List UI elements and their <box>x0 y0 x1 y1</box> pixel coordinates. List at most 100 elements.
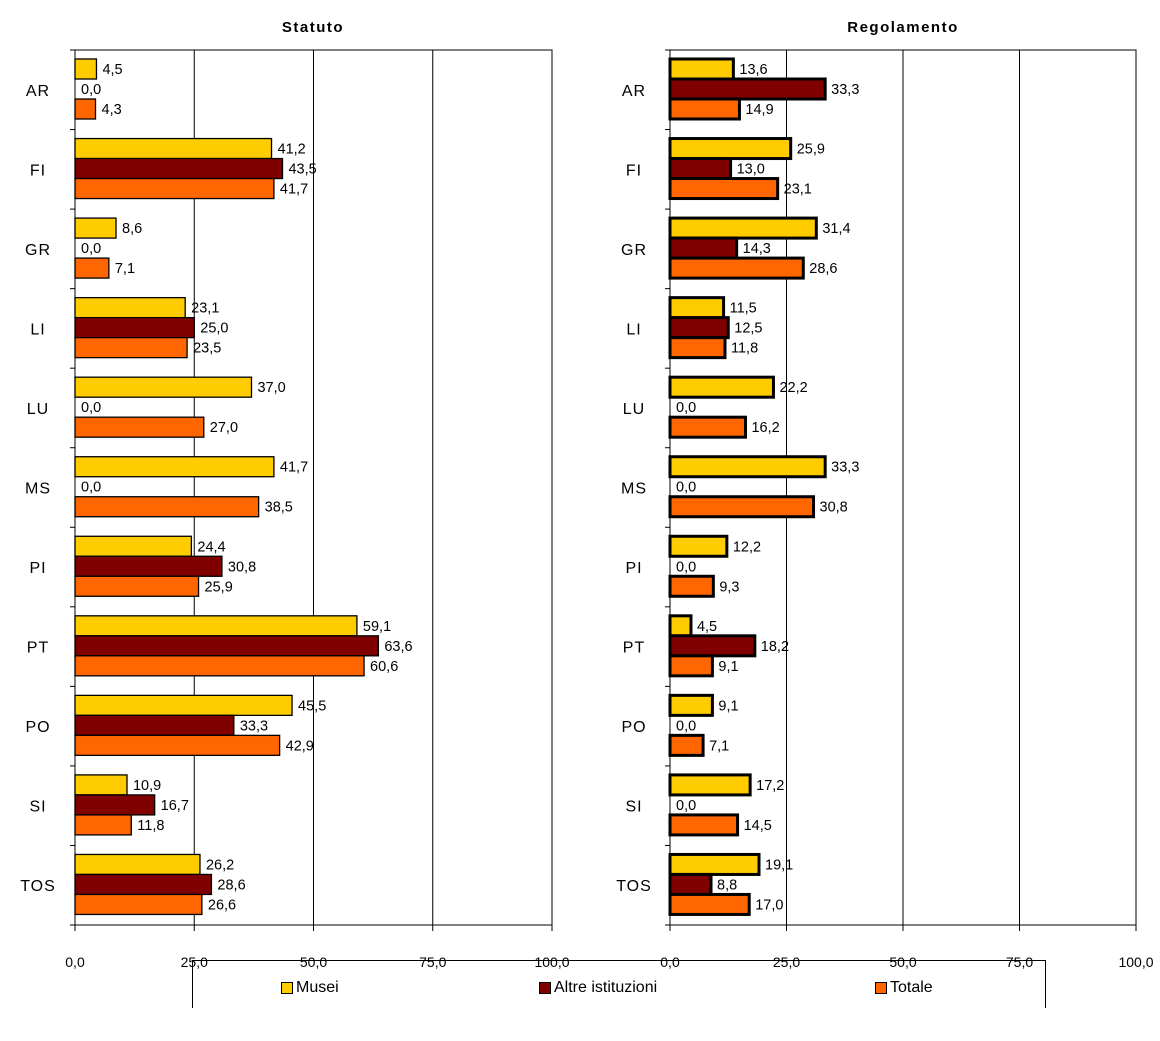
bar-altre-istituzioni <box>74 794 156 816</box>
data-label-altre-istituzioni: 0,0 <box>81 82 101 98</box>
data-label-totale: 17,0 <box>755 897 783 913</box>
data-label-totale: 28,6 <box>809 261 837 277</box>
bar-totale <box>668 336 727 360</box>
category-label-lu: LU <box>27 401 49 418</box>
legend-label-altre-istituzioni: Altre istituzioni <box>554 979 658 996</box>
data-label-totale: 25,9 <box>205 579 233 595</box>
legend-swatch-musei <box>281 982 293 994</box>
bar-musei <box>74 694 293 717</box>
category-label-li: LI <box>30 321 45 338</box>
data-label-totale: 9,1 <box>718 659 738 675</box>
data-label-musei: 23,1 <box>191 301 219 317</box>
data-label-musei: 31,4 <box>822 221 850 237</box>
bar-totale <box>74 893 203 916</box>
bar-musei <box>668 216 818 240</box>
data-label-musei: 11,5 <box>730 301 757 317</box>
data-label-altre-istituzioni: 0,0 <box>676 798 696 814</box>
data-label-totale: 14,5 <box>744 818 772 834</box>
bar-musei <box>74 58 98 80</box>
chart-title-regolamento: Regolamento <box>847 19 959 36</box>
bar-musei <box>668 614 693 638</box>
data-label-totale: 41,7 <box>280 182 308 198</box>
legend-label-musei: Musei <box>296 979 339 996</box>
data-label-altre-istituzioni: 16,7 <box>161 798 189 814</box>
data-label-altre-istituzioni: 0,0 <box>676 400 696 416</box>
data-label-altre-istituzioni: 28,6 <box>217 877 245 893</box>
category-label-ms: MS <box>621 481 647 498</box>
category-label-si: SI <box>29 799 46 816</box>
data-label-altre-istituzioni: 0,0 <box>81 400 101 416</box>
data-label-totale: 23,1 <box>784 182 812 198</box>
bar-musei <box>74 296 186 319</box>
bar-totale <box>668 654 714 678</box>
x-tick-label: 75,0 <box>419 954 446 970</box>
x-tick-label: 100,0 <box>534 954 569 970</box>
category-label-pi: PI <box>29 560 46 577</box>
data-label-altre-istituzioni: 0,0 <box>676 559 696 575</box>
x-tick-label: 50,0 <box>889 954 916 970</box>
data-label-altre-istituzioni: 13,0 <box>737 162 765 178</box>
bar-musei <box>74 535 193 557</box>
data-label-totale: 30,8 <box>820 500 848 516</box>
category-label-gr: GR <box>25 242 51 259</box>
x-tick-label: 0,0 <box>660 954 680 970</box>
bar-musei <box>74 217 117 239</box>
bar-musei <box>668 57 735 81</box>
category-label-gr: GR <box>621 242 647 259</box>
bar-totale <box>74 416 205 438</box>
bar-totale <box>74 336 188 359</box>
bar-totale <box>668 495 816 519</box>
bar-musei <box>668 534 729 558</box>
data-label-totale: 11,8 <box>137 818 164 834</box>
bar-totale <box>74 734 281 757</box>
category-label-pt: PT <box>27 640 49 657</box>
bar-totale <box>668 892 751 916</box>
data-label-totale: 27,0 <box>210 420 238 436</box>
bar-musei <box>668 375 775 399</box>
data-label-altre-istituzioni: 0,0 <box>676 480 696 496</box>
bar-musei <box>668 693 714 717</box>
legend-item-totale: Totale <box>875 979 933 997</box>
bar-musei <box>668 773 752 797</box>
legend-swatch-altre-istituzioni <box>539 982 551 994</box>
bar-totale <box>668 574 715 598</box>
data-label-totale: 42,9 <box>286 738 314 754</box>
bar-totale <box>668 813 740 837</box>
data-label-totale: 7,1 <box>115 261 135 277</box>
category-label-tos: TOS <box>616 878 652 895</box>
bar-totale <box>74 496 260 518</box>
bar-totale <box>668 97 741 121</box>
category-label-si: SI <box>625 799 642 816</box>
bar-musei <box>74 615 358 637</box>
bar-musei <box>668 852 761 876</box>
data-label-totale: 60,6 <box>370 659 398 675</box>
category-label-tos: TOS <box>20 878 56 895</box>
panel-regolamento: 0,0 25,0 50,0 75,0 100,0 AR 13,6 33,3 14,9 FI 25,9… <box>616 49 1154 970</box>
category-label-pt: PT <box>623 640 645 657</box>
data-label-altre-istituzioni: 12,5 <box>734 321 762 337</box>
data-label-totale: 7,1 <box>709 738 729 754</box>
data-label-musei: 41,2 <box>278 142 306 158</box>
category-label-lu: LU <box>623 401 645 418</box>
bar-totale <box>668 733 705 757</box>
bar-altre-istituzioni <box>668 872 713 896</box>
data-label-altre-istituzioni: 33,3 <box>831 82 859 98</box>
bar-totale <box>74 98 97 120</box>
data-label-altre-istituzioni: 25,0 <box>200 321 228 337</box>
bar-altre-istituzioni <box>74 873 213 896</box>
bar-musei <box>668 455 827 479</box>
bar-altre-istituzioni <box>668 236 739 260</box>
data-label-musei: 22,2 <box>779 380 807 396</box>
data-label-totale: 16,2 <box>751 420 779 436</box>
category-label-ar: AR <box>26 83 50 100</box>
panel-statuto: 0,0 25,0 50,0 75,0 100,0AR4,50,04,3FI41,243,… <box>20 49 570 970</box>
bar-altre-istituzioni <box>668 157 733 181</box>
data-label-altre-istituzioni: 30,8 <box>228 559 256 575</box>
data-label-altre-istituzioni: 63,6 <box>384 639 412 655</box>
bar-totale <box>668 177 780 201</box>
category-label-po: PO <box>621 719 646 736</box>
legend-swatch-totale <box>875 982 887 994</box>
data-label-altre-istituzioni: 18,2 <box>761 639 789 655</box>
bar-altre-istituzioni <box>74 157 284 180</box>
